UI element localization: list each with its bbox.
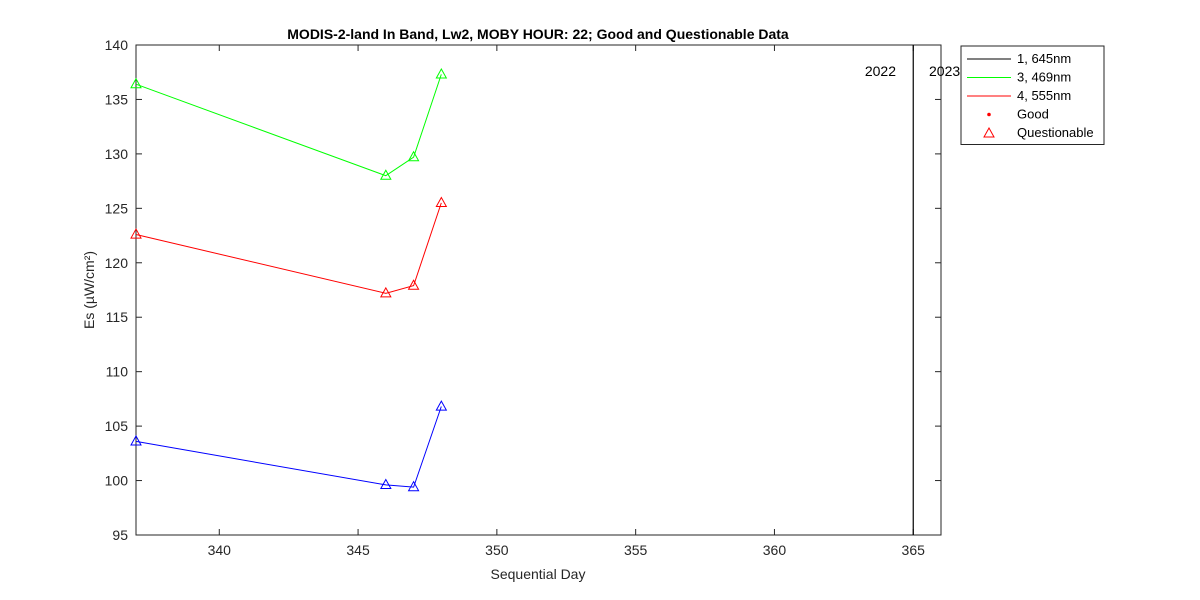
series-line <box>135 406 442 488</box>
data-point-questionable <box>407 150 420 162</box>
data-point-questionable <box>379 478 392 490</box>
series-2 <box>130 67 448 180</box>
legend-entry: Questionable <box>983 125 1094 140</box>
legend-label: 1, 645nm <box>1017 51 1071 66</box>
y-tick-label: 95 <box>112 527 128 543</box>
x-tick-label: 350 <box>485 542 509 558</box>
data-point-questionable <box>407 279 420 290</box>
legend-label: Questionable <box>1017 125 1094 140</box>
plot-area <box>135 44 942 536</box>
chart-title: MODIS-2-land In Band, Lw2, MOBY HOUR: 22… <box>287 26 789 42</box>
y-tick-label: 105 <box>105 418 129 434</box>
year-label-after: 2023 <box>929 63 960 79</box>
legend-label: 3, 469nm <box>1017 70 1071 85</box>
y-tick-label: 120 <box>105 255 129 271</box>
legend-box <box>960 45 1105 145</box>
y-tick-label: 125 <box>105 200 129 216</box>
series-layer <box>130 67 448 492</box>
y-tick-label: 100 <box>105 473 129 489</box>
x-tick-label: 345 <box>346 542 370 558</box>
y-axis: 95 100 105 110 115 120 125 130 135 140 <box>105 37 941 543</box>
x-tick-label: 360 <box>763 542 787 558</box>
data-point-questionable <box>435 67 448 79</box>
data-point-questionable <box>407 480 420 492</box>
x-tick-label: 365 <box>902 542 926 558</box>
series-3 <box>130 196 448 298</box>
legend-label: 4, 555nm <box>1017 88 1071 103</box>
y-tick-label: 110 <box>106 364 129 380</box>
axes-box <box>135 44 942 536</box>
data-point-questionable <box>435 196 448 207</box>
data-point-questionable <box>379 169 392 180</box>
x-axis-label: Sequential Day <box>491 566 586 582</box>
data-point-questionable <box>130 77 142 89</box>
year-boundary: 2022 2023 <box>865 45 960 535</box>
y-tick-label: 135 <box>105 91 129 107</box>
legend-entry: Good <box>987 107 1049 122</box>
legend-label: Good <box>1017 107 1049 122</box>
y-tick-label: 130 <box>105 146 129 162</box>
y-axis-label: Es (µW/cm²) <box>81 251 97 329</box>
series-line <box>135 74 442 177</box>
legend-entry: 3, 469nm <box>967 70 1071 85</box>
legend-dot-swatch <box>987 112 991 117</box>
legend-triangle-swatch <box>983 126 995 138</box>
data-point-questionable <box>130 228 142 239</box>
y-tick-label: 115 <box>106 309 129 325</box>
year-label-before: 2022 <box>865 63 896 79</box>
data-point-questionable <box>379 286 392 298</box>
legend-entry: 1, 645nm <box>967 51 1071 66</box>
legend: 1, 645nm 3, 469nm 4, 555nm Good Questionable <box>960 45 1105 145</box>
data-point-questionable <box>435 400 448 411</box>
series-line <box>135 202 442 294</box>
x-tick-label: 340 <box>208 542 232 558</box>
legend-entry: 4, 555nm <box>967 88 1071 103</box>
data-point-questionable <box>130 434 142 446</box>
series-1 <box>130 400 448 492</box>
y-tick-label: 140 <box>105 37 129 53</box>
x-tick-label: 355 <box>624 542 648 558</box>
